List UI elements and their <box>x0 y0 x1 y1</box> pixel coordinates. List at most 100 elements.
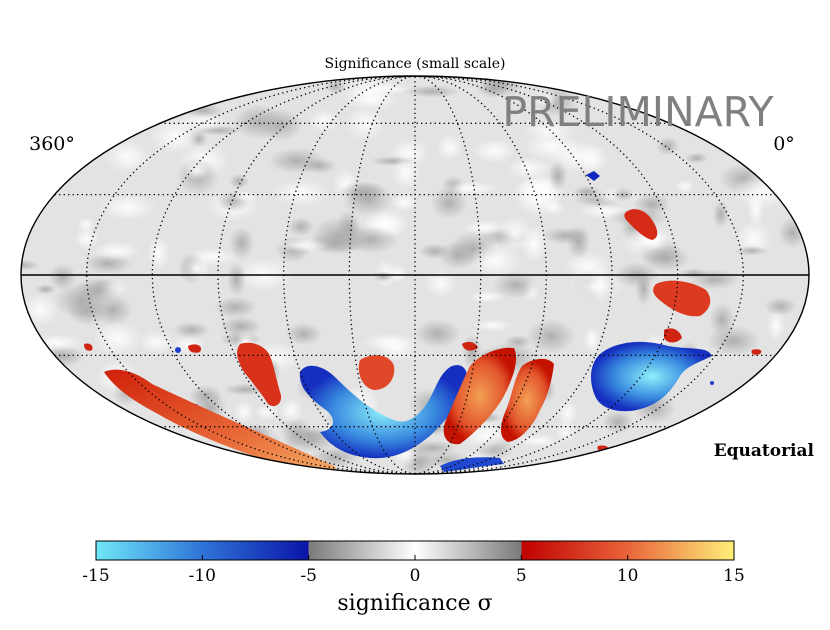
fluctuation-blob <box>287 217 315 237</box>
colorbar: -15 -10 -5 0 5 10 15 significance σ <box>82 540 745 616</box>
meridian-line <box>86 76 416 474</box>
fluctuation-blob <box>138 330 175 354</box>
fluctuation-blob <box>390 193 419 212</box>
fluctuation-blob <box>98 194 158 221</box>
fluctuation-blob <box>183 103 223 118</box>
fluctuation-blob <box>734 245 768 256</box>
fluctuation-blob <box>345 105 385 142</box>
fluctuation-blob <box>146 235 171 270</box>
fluctuation-blob <box>469 243 522 278</box>
fluctuation-blob <box>778 217 807 249</box>
fluctuation-blob <box>214 296 257 319</box>
fluctuation-blob <box>656 136 680 156</box>
map-outline <box>20 75 810 475</box>
fluctuation-blob <box>414 319 461 348</box>
fluctuation-blob <box>104 140 151 174</box>
fluctuation-blob <box>228 226 255 260</box>
colorbar-tick-label: 15 <box>723 566 745 586</box>
fluctuation-blob <box>291 426 330 443</box>
colorbar-label: significance σ <box>337 591 492 616</box>
fluctuation-blob <box>342 225 399 254</box>
fluctuation-blob <box>476 78 509 98</box>
colorbar-ticks: -15 -10 -5 0 5 10 15 <box>82 555 745 586</box>
excess-regions <box>84 209 762 474</box>
fluctuation-blob <box>436 134 464 161</box>
fluctuation-blob <box>556 399 578 428</box>
fluctuation-blob <box>526 318 576 354</box>
fluctuation-blob <box>34 284 57 295</box>
deficit-speck-c <box>710 381 714 385</box>
colorbar-tick-label: -5 <box>300 566 317 586</box>
fluctuation-blob <box>48 263 77 291</box>
excess-east-b <box>624 209 658 240</box>
deficit-speck-a <box>175 347 181 353</box>
deficit-regions <box>175 171 714 472</box>
fluctuation-blob <box>254 404 281 420</box>
fluctuation-blob <box>582 325 602 354</box>
fluctuation-blob <box>149 117 200 155</box>
fluctuation-blob <box>226 262 247 297</box>
longitude-label-left: 360° <box>29 133 75 155</box>
deficit-band-south-thin <box>440 457 504 472</box>
fluctuation-blob <box>276 238 330 252</box>
deficit-band-south-center <box>299 365 468 459</box>
fluctuation-blob <box>418 243 451 260</box>
fluctuation-blob <box>441 181 500 196</box>
fluctuation-blob <box>493 271 539 299</box>
fluctuation-blob <box>324 79 346 94</box>
colorbar-tick-label: -10 <box>189 566 216 586</box>
fluctuation-blob <box>577 143 609 174</box>
excess-band-south-west <box>104 369 342 474</box>
fluctuation-blob <box>268 147 326 174</box>
fluctuation-blob <box>279 397 304 424</box>
fluctuation-blob <box>337 181 387 204</box>
fluctuation-blob <box>566 224 591 259</box>
fluctuation-blob <box>403 85 460 98</box>
fluctuation-blob <box>555 420 577 444</box>
excess-speck-c <box>751 349 762 355</box>
fluctuation-blob <box>548 160 568 192</box>
longitude-label-right: 0° <box>773 133 795 155</box>
excess-south-mid-a <box>443 347 517 445</box>
excess-south-small <box>358 355 395 390</box>
fluctuation-blob <box>373 270 394 282</box>
fluctuation-blob <box>74 227 99 250</box>
deficit-south-east <box>591 341 712 412</box>
fluctuation-blob <box>712 200 730 228</box>
fluctuation-blob <box>520 225 548 263</box>
fluctuation-blob <box>28 334 85 352</box>
excess-east-a <box>653 280 711 317</box>
fluctuation-blob <box>635 272 652 306</box>
fluctuation-blob <box>229 173 249 189</box>
fluctuation-blob <box>234 191 258 203</box>
fluctuation-blob <box>568 271 624 301</box>
excess-south-west-small <box>237 342 282 407</box>
colorbar-tick-label: -15 <box>82 566 109 586</box>
fluctuation-blob <box>92 241 141 260</box>
colorbar-tick-label: 0 <box>410 566 421 586</box>
fluctuation-blob <box>232 104 284 140</box>
fluctuation-blob <box>469 290 506 304</box>
fluctuation-blob <box>184 160 210 181</box>
excess-south-mid-b <box>501 358 554 442</box>
fluctuation-blob <box>390 155 422 190</box>
fluctuation-blob <box>182 256 211 281</box>
fluctuation-blob <box>611 187 635 202</box>
fluctuation-blob <box>92 321 143 357</box>
fluctuation-blob <box>523 120 575 141</box>
colorbar-tick-label: 10 <box>617 566 639 586</box>
fluctuation-blob <box>233 399 255 424</box>
meridian-line <box>414 76 679 474</box>
fluctuation-blob <box>766 309 786 342</box>
meridian-line <box>414 76 744 474</box>
fluctuation-blob <box>284 322 323 346</box>
fluctuation-blob <box>601 410 634 434</box>
colorbar-tick-label: 5 <box>516 566 527 586</box>
excess-east-c <box>664 328 682 343</box>
fluctuation-blob <box>684 152 709 164</box>
fluctuation-blob <box>219 315 262 338</box>
preliminary-watermark: PRELIMINARY <box>502 88 774 136</box>
fluctuation-blob <box>53 282 110 319</box>
excess-west-speck <box>84 343 93 351</box>
